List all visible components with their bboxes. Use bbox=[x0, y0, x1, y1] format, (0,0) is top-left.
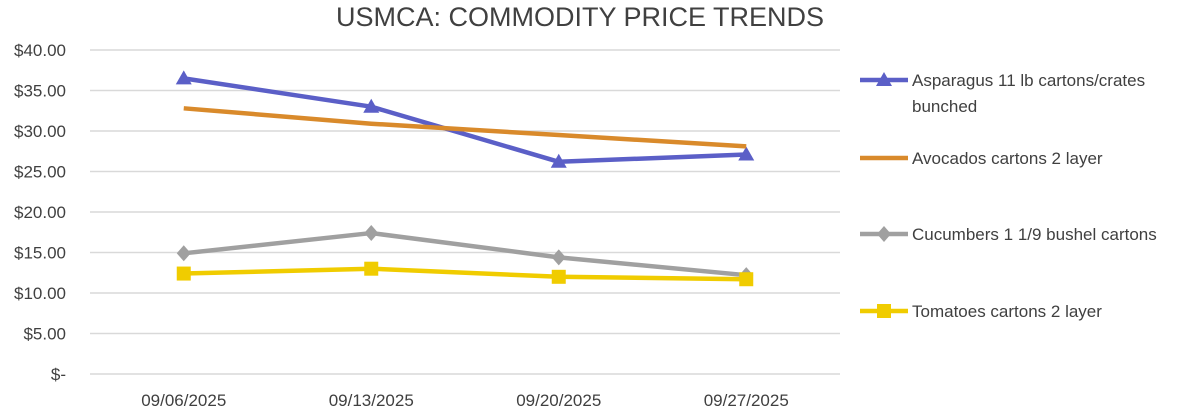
triangle-marker bbox=[876, 72, 892, 86]
diamond-marker bbox=[364, 225, 379, 242]
square-marker bbox=[739, 272, 754, 287]
series-line bbox=[183, 106, 747, 149]
diamond-marker bbox=[176, 245, 191, 262]
series-1 bbox=[183, 106, 747, 149]
series-line bbox=[183, 266, 747, 282]
y-tick-label: $5.00 bbox=[23, 325, 66, 344]
legend-item: Avocados cartons 2 layer bbox=[860, 149, 1103, 168]
triangle-marker bbox=[175, 70, 192, 85]
square-marker bbox=[364, 261, 379, 276]
legend-label: Avocados cartons 2 layer bbox=[912, 149, 1103, 168]
y-tick-label: $15.00 bbox=[14, 244, 66, 263]
y-tick-label: $20.00 bbox=[14, 203, 66, 222]
legend-label: bunched bbox=[912, 97, 977, 116]
legend-label: Asparagus 11 lb cartons/crates bbox=[912, 71, 1145, 90]
y-tick-label: $10.00 bbox=[14, 284, 66, 303]
legend-label: Tomatoes cartons 2 layer bbox=[912, 302, 1102, 321]
legend-item: Tomatoes cartons 2 layer bbox=[860, 302, 1102, 321]
legend-item: Asparagus 11 lb cartons/crates bunched bbox=[860, 71, 1145, 116]
chart-title: USMCA: COMMODITY PRICE TRENDS bbox=[336, 2, 824, 32]
series-0 bbox=[175, 70, 755, 168]
square-marker bbox=[551, 269, 566, 284]
legend-item: Cucumbers 1 1/9 bushel cartons bbox=[860, 225, 1157, 244]
legend-label: Cucumbers 1 1/9 bushel cartons bbox=[912, 225, 1157, 244]
series-line bbox=[183, 230, 747, 278]
y-tick-label: $40.00 bbox=[14, 41, 66, 60]
x-tick-label: 09/13/2025 bbox=[329, 391, 414, 410]
series-line bbox=[183, 76, 747, 165]
x-tick-label: 09/27/2025 bbox=[704, 391, 789, 410]
y-tick-label: $25.00 bbox=[14, 163, 66, 182]
y-tick-label: $30.00 bbox=[14, 122, 66, 141]
square-marker bbox=[877, 304, 891, 318]
x-tick-label: 09/20/2025 bbox=[516, 391, 601, 410]
series-3 bbox=[176, 261, 754, 287]
y-tick-label: $35.00 bbox=[14, 82, 66, 101]
x-tick-label: 09/06/2025 bbox=[141, 391, 226, 410]
triangle-marker bbox=[363, 98, 380, 113]
square-marker bbox=[176, 266, 191, 281]
triangle-marker bbox=[550, 153, 567, 168]
y-tick-label: $- bbox=[51, 365, 66, 384]
diamond-marker bbox=[551, 249, 566, 266]
diamond-marker bbox=[877, 226, 891, 242]
triangle-marker bbox=[738, 146, 755, 161]
